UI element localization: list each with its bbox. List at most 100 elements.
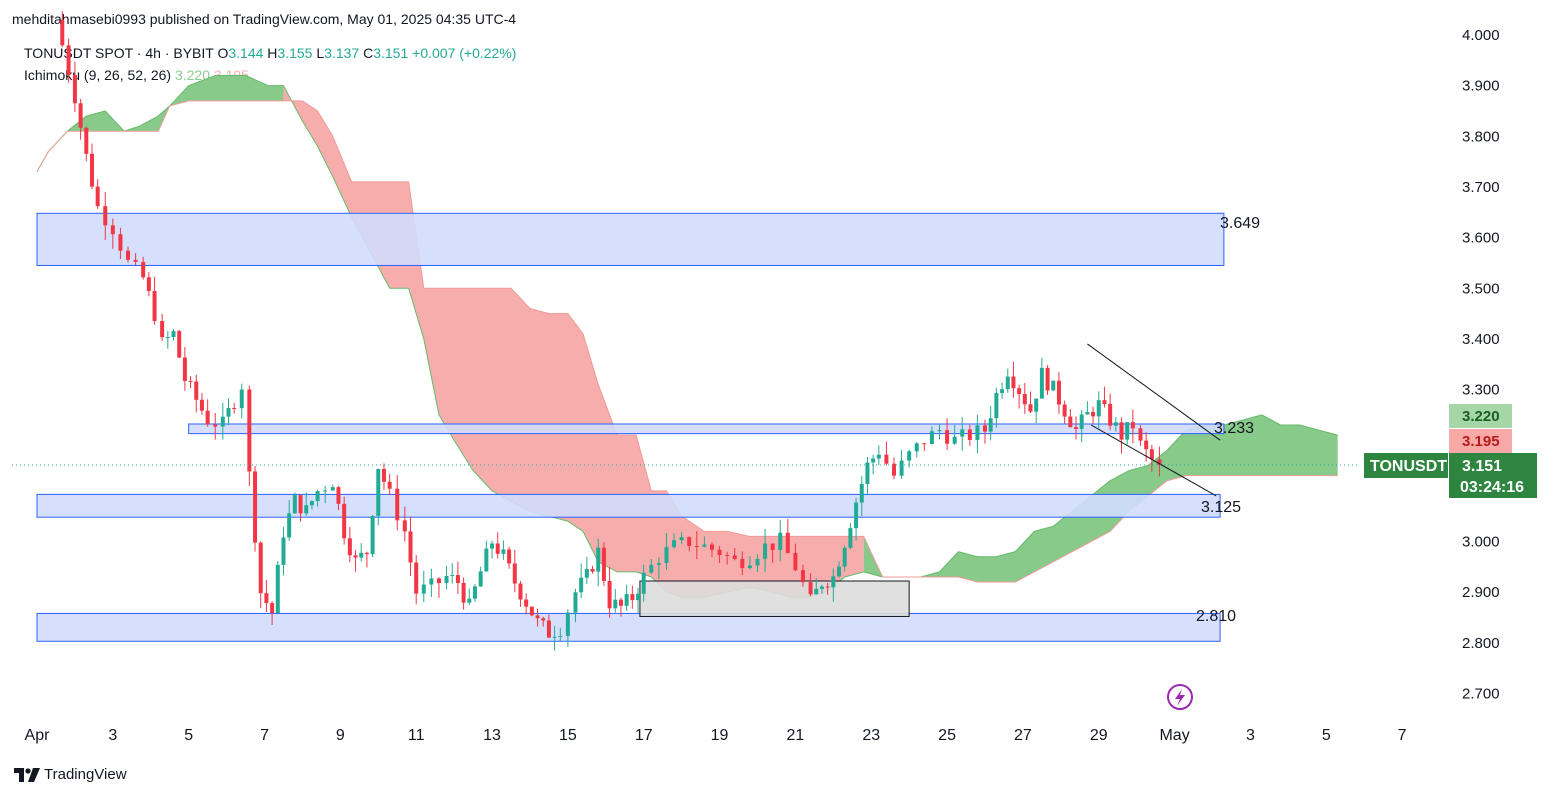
candle (490, 540, 495, 559)
candle-body (165, 337, 170, 339)
candle (133, 253, 138, 266)
candle-body (636, 593, 641, 601)
candle (126, 246, 131, 263)
open-label: O (217, 45, 229, 61)
candle (664, 533, 669, 570)
candle-body (859, 483, 864, 503)
candle-body (618, 599, 623, 606)
change-value: +0.007 (+0.22%) (412, 45, 517, 61)
candle (281, 526, 286, 576)
candle (315, 490, 320, 507)
candle (891, 457, 896, 480)
candlesticks (60, 11, 1162, 651)
candle-body (1011, 376, 1016, 389)
candle-body (467, 598, 472, 603)
candle-body (1028, 404, 1033, 412)
candle (778, 519, 783, 562)
candle (967, 424, 972, 446)
candle (103, 191, 108, 241)
cloud-bearish (283, 85, 864, 598)
footer-brand[interactable]: TradingView (14, 766, 127, 783)
candle (304, 492, 309, 516)
candle (450, 563, 455, 584)
candle-body (110, 225, 115, 235)
candle-body (1138, 428, 1143, 441)
candle (323, 486, 328, 504)
candle-body (518, 583, 523, 600)
candle-body (342, 503, 347, 539)
span-b-line (36, 100, 1338, 583)
lightning-icon[interactable] (1167, 684, 1193, 710)
candle (672, 533, 677, 549)
candle (854, 497, 859, 541)
candle-body (596, 547, 601, 572)
candle-body (118, 234, 123, 251)
candle-body (808, 582, 813, 595)
candle-body (436, 578, 441, 584)
zone-label-0: 3.649 (1220, 215, 1260, 232)
candle-body (395, 488, 400, 521)
candle-body (800, 570, 805, 583)
candle-body (275, 564, 280, 613)
candle (1138, 425, 1143, 446)
candle-body (1157, 459, 1162, 466)
candle (945, 418, 950, 451)
candle (264, 579, 269, 612)
candle-body (133, 259, 138, 262)
candle-body (95, 186, 100, 207)
candle (584, 556, 589, 584)
candle-body (387, 481, 392, 489)
candle-body (747, 565, 752, 569)
candle-body (558, 635, 563, 637)
zone-label-3: 2.810 (1196, 608, 1236, 625)
candle-body (687, 537, 692, 547)
symbol-info[interactable]: TONUSDT SPOT · 4h · BYBIT (24, 45, 214, 61)
candle (842, 545, 847, 572)
candle (679, 531, 684, 544)
candle-body (694, 546, 699, 548)
candle-body (194, 381, 199, 400)
candle (182, 347, 187, 391)
candle-body (854, 502, 859, 529)
indicator-name[interactable]: Ichimoku (9, 26, 52, 26) (24, 67, 172, 83)
candle-body (679, 537, 684, 541)
candle-body (907, 451, 912, 461)
candle-body (814, 588, 819, 595)
candle (395, 475, 400, 531)
candle (725, 551, 730, 565)
candle-body (656, 563, 661, 565)
symbol-badge-bg (1364, 453, 1448, 478)
candle-body (1149, 449, 1154, 460)
candle (213, 412, 218, 440)
candle (342, 496, 347, 545)
low-label: L (316, 45, 325, 61)
candle-body (876, 454, 881, 459)
candle (524, 593, 529, 615)
high-value: 3.155 (277, 45, 313, 61)
candle (914, 442, 919, 458)
candle-body (709, 544, 714, 550)
candle-body (865, 462, 870, 484)
candle (478, 566, 483, 587)
candle (188, 376, 193, 389)
zone-0 (36, 212, 1225, 266)
x-tick-label: May (1159, 727, 1189, 744)
candle (876, 445, 881, 466)
candle (220, 402, 225, 440)
candle (929, 426, 934, 445)
candle (1096, 391, 1101, 429)
last-price-badge-bg (1449, 453, 1537, 498)
candle (552, 625, 557, 651)
candle (118, 227, 123, 260)
candle-body (1130, 422, 1135, 429)
candle-body (649, 564, 654, 573)
candle-body (524, 599, 529, 607)
x-tick-label: 29 (1090, 727, 1108, 744)
x-tick-label: 25 (938, 727, 956, 744)
candle-body (664, 547, 669, 564)
symbol-badge[interactable]: TONUSDT (1370, 458, 1447, 475)
y-tick-label: 3.900 (1462, 78, 1500, 95)
candle-body (785, 532, 790, 553)
candle-body (732, 555, 737, 559)
